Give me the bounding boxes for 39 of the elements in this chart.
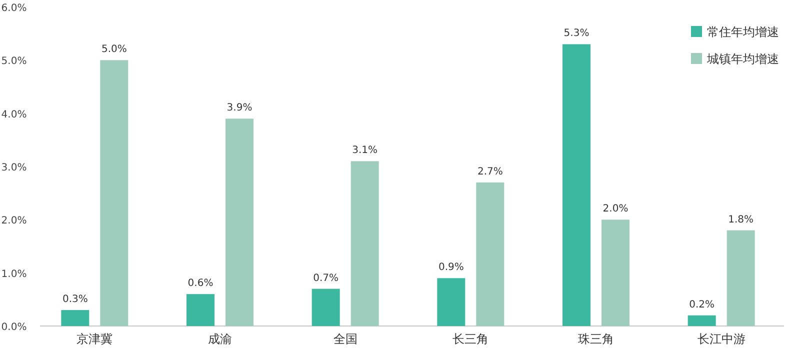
data-label: 0.7% [313,272,339,284]
y-tick-label: 1.0% [1,268,27,280]
y-tick-label: 2.0% [1,216,27,227]
y-tick-label: 0.0% [1,322,27,333]
data-label: 5.0% [101,44,127,56]
bar [226,118,254,326]
data-label: 0.2% [689,299,715,310]
y-tick-label: 5.0% [1,56,27,68]
y-tick-label: 6.0% [1,3,27,14]
bar [726,230,755,326]
x-tick-label: 成渝 [208,332,232,346]
bar [350,161,379,326]
bar [476,182,504,326]
bar [562,44,590,326]
data-label: 3.9% [226,102,252,114]
data-label: 3.1% [352,145,378,156]
x-tick-label: 长江中游 [697,332,746,346]
data-label: 5.3% [564,28,590,40]
data-label: 0.9% [438,262,464,274]
bar [688,315,716,326]
x-tick-label: 珠三角 [578,332,614,346]
bar [100,60,128,326]
legend-label: 常住年均增速 [707,25,779,39]
data-label: 0.6% [188,278,214,290]
bar [602,220,630,326]
bar [186,294,214,326]
bar [312,288,340,326]
data-label: 0.3% [62,294,88,306]
x-tick-label: 京津冀 [76,332,113,346]
data-label: 1.8% [728,214,754,226]
y-tick-label: 3.0% [1,162,27,174]
data-label: 2.7% [477,166,503,178]
bar [437,278,466,326]
x-tick-label: 全国 [333,332,358,346]
bar [61,310,90,326]
x-tick-label: 长三角 [452,332,489,346]
data-label: 2.0% [602,204,628,215]
y-tick-label: 4.0% [1,109,27,120]
legend-label: 城镇年均增速 [706,52,779,66]
